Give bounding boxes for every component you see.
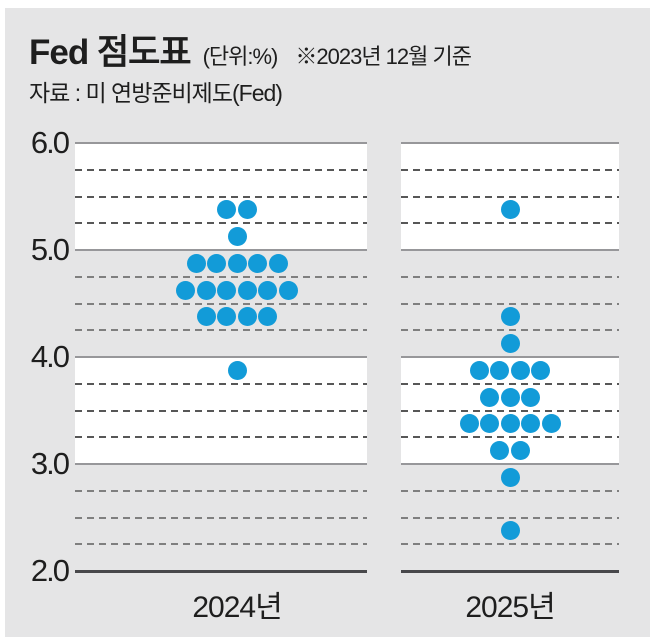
- dashed-gridline: [401, 302, 619, 305]
- fed-dot: [480, 387, 499, 407]
- fed-dot: [459, 414, 479, 434]
- solid-gridline: [401, 249, 619, 251]
- dashed-gridline: [75, 195, 367, 198]
- dashed-gridline: [401, 382, 619, 385]
- fed-dot: [186, 253, 206, 273]
- fed-dot: [237, 200, 257, 220]
- fed-dot: [500, 387, 520, 407]
- y-axis-tick-label: 4.0: [30, 339, 70, 374]
- fed-dot: [521, 387, 540, 407]
- fed-dot: [217, 307, 237, 327]
- fed-dot: [490, 441, 510, 461]
- fed-dot: [227, 227, 247, 247]
- fed-dot: [510, 360, 530, 380]
- x-axis-line: [401, 570, 619, 573]
- fed-dot: [500, 414, 520, 434]
- dashed-gridline: [75, 543, 367, 546]
- fed-dot: [196, 280, 216, 300]
- dashed-gridline: [401, 436, 619, 439]
- dashed-gridline: [401, 195, 619, 198]
- fed-dot: [217, 280, 237, 300]
- fed-dot: [227, 253, 247, 273]
- panel-2024년: [75, 0, 367, 641]
- fed-dot: [227, 360, 247, 380]
- solid-gridline: [401, 463, 619, 465]
- solid-gridline: [401, 356, 619, 358]
- y-axis-tick-label: 6.0: [30, 125, 70, 160]
- dashed-gridline: [75, 168, 367, 171]
- dashed-gridline: [75, 436, 367, 439]
- dashed-gridline: [75, 222, 367, 225]
- fed-dot: [531, 360, 551, 380]
- fed-dot: [207, 253, 226, 273]
- panel-2025년: [401, 0, 619, 641]
- x-axis-label-2024년: 2024년: [192, 591, 282, 624]
- fed-dot: [469, 360, 489, 380]
- y-axis-tick-label: 3.0: [30, 446, 70, 481]
- fed-dot: [196, 307, 216, 327]
- dashed-gridline: [401, 275, 619, 278]
- fed-dot: [248, 253, 267, 273]
- fed-dot: [176, 280, 196, 300]
- dashed-gridline: [401, 516, 619, 519]
- fed-dot: [541, 414, 561, 434]
- dashed-gridline: [75, 302, 367, 305]
- dashed-gridline: [75, 409, 367, 412]
- dashed-gridline: [75, 382, 367, 385]
- dashed-gridline: [401, 543, 619, 546]
- dashed-gridline: [401, 409, 619, 412]
- dashed-gridline: [75, 329, 367, 332]
- dashed-gridline: [75, 275, 367, 278]
- fed-dot: [258, 307, 278, 327]
- fed-dot: [268, 253, 288, 273]
- fed-dot: [500, 521, 520, 541]
- fed-dot: [480, 414, 499, 434]
- dashed-gridline: [401, 168, 619, 171]
- solid-gridline: [75, 142, 367, 144]
- solid-gridline: [75, 463, 367, 465]
- reference-date-note: ※2023년 12월 기준: [295, 44, 472, 69]
- fed-dot: [500, 200, 520, 220]
- fed-dot: [521, 414, 540, 434]
- solid-gridline: [75, 249, 367, 251]
- dashed-gridline: [401, 489, 619, 492]
- chart-title: Fed 점도표: [29, 33, 192, 72]
- fed-dot: [278, 280, 298, 300]
- fed-dot: [237, 280, 257, 300]
- fed-dot: [490, 360, 510, 380]
- fed-dot: [500, 307, 520, 327]
- solid-gridline: [75, 356, 367, 358]
- unit-note: (단위:%): [202, 44, 279, 69]
- y-axis-tick-label: 2.0: [30, 553, 70, 588]
- fed-dot: [500, 334, 520, 354]
- x-axis-label-2025년: 2025년: [465, 591, 555, 624]
- chart-header: Fed 점도표 (단위:%) ※2023년 12월 기준: [29, 24, 472, 75]
- dashed-gridline: [75, 516, 367, 519]
- fed-dot: [500, 467, 520, 487]
- fed-dot: [258, 280, 278, 300]
- y-axis-tick-label: 5.0: [30, 232, 70, 267]
- dashed-gridline: [401, 222, 619, 225]
- fed-dot: [510, 441, 530, 461]
- source-note: 자료 : 미 연방준비제도(Fed): [29, 80, 283, 106]
- dashed-gridline: [401, 329, 619, 332]
- chart-card-background: [5, 8, 650, 637]
- fed-dot: [237, 307, 257, 327]
- solid-gridline: [401, 142, 619, 144]
- fed-dot: [217, 200, 237, 220]
- dashed-gridline: [75, 489, 367, 492]
- x-axis-line: [75, 570, 367, 573]
